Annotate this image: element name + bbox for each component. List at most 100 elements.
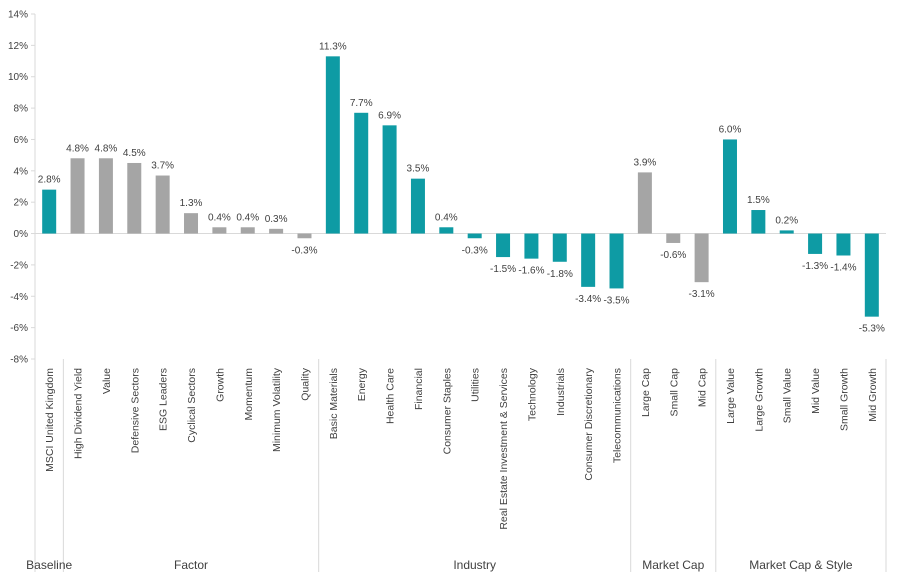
category-label: Small Cap	[668, 368, 680, 417]
data-label: -3.4%	[575, 294, 601, 305]
category-label: Health Care	[385, 368, 397, 424]
y-tick-label: 8%	[14, 104, 29, 115]
y-tick-label: 14%	[8, 10, 28, 21]
category-label: Quality	[299, 367, 311, 400]
data-label: -0.3%	[462, 245, 488, 256]
category-label: Momentum	[243, 368, 255, 421]
category-label: Small Growth	[838, 368, 850, 431]
bars	[42, 56, 879, 317]
category-label: Mid Cap	[697, 368, 709, 407]
data-label: 4.8%	[66, 143, 89, 154]
bar	[694, 233, 709, 283]
data-label: 6.9%	[378, 110, 401, 121]
bar	[496, 233, 511, 258]
group-labels: Baseline Factor Industry Market Cap Market C…	[26, 558, 853, 572]
category-label: Value	[101, 368, 113, 394]
bar	[439, 227, 454, 234]
bar	[751, 210, 766, 234]
category-label: Growth	[214, 368, 226, 402]
data-label: 4.8%	[95, 143, 118, 154]
category-label: High Dividend Yield	[73, 368, 85, 459]
data-label: -1.3%	[802, 261, 828, 272]
bar	[269, 228, 284, 234]
bar	[467, 233, 482, 239]
bar	[836, 233, 851, 256]
group-label: Factor	[174, 558, 208, 572]
data-label: 11.3%	[319, 41, 347, 52]
data-label: 3.7%	[151, 161, 174, 172]
category-label: Cyclical Sectors	[186, 368, 198, 443]
data-label: 3.5%	[407, 164, 430, 175]
category-labels: MSCI United Kingdom High Dividend Yield Va…	[44, 367, 879, 529]
y-tick-label: -4%	[10, 292, 28, 303]
group-label: Market Cap & Style	[749, 558, 853, 572]
category-label: ESG Leaders	[158, 368, 170, 431]
bar	[552, 233, 567, 262]
data-label: 4.5%	[123, 148, 146, 159]
bar	[864, 233, 879, 317]
category-label: Telecommunications	[612, 368, 624, 463]
y-tick-label: -8%	[10, 355, 28, 366]
bar	[581, 233, 596, 287]
category-label: Technology	[526, 367, 538, 421]
category-label: MSCI United Kingdom	[44, 368, 56, 472]
data-label: -0.6%	[660, 250, 686, 261]
category-label: Consumer Discretionary	[583, 367, 595, 480]
category-label: Consumer Staples	[441, 368, 453, 454]
y-tick-label: -2%	[10, 260, 28, 271]
y-tick-label: 4%	[14, 166, 29, 177]
category-label: Large Value	[725, 368, 737, 424]
category-label: Financial	[413, 368, 425, 410]
data-label: -1.8%	[547, 269, 573, 280]
group-label: Baseline	[26, 558, 72, 572]
data-label: -1.6%	[518, 266, 544, 277]
category-label: Large Cap	[640, 368, 652, 417]
category-label: Real Estate Investment & Services	[498, 368, 510, 530]
data-label: 0.4%	[208, 212, 231, 223]
data-label: -5.3%	[859, 324, 885, 335]
category-label: Small Value	[782, 368, 794, 423]
data-label: 0.3%	[265, 214, 288, 225]
category-label: Defensive Sectors	[129, 368, 141, 453]
category-label: Basic Materials	[328, 368, 340, 439]
data-label: -1.5%	[490, 264, 516, 275]
bar	[410, 178, 425, 234]
bar	[722, 139, 737, 234]
bar	[666, 233, 681, 243]
bar	[70, 158, 85, 234]
group-label: Industry	[453, 558, 496, 572]
data-label: 1.5%	[747, 195, 770, 206]
bar	[98, 158, 113, 234]
bar	[42, 189, 57, 234]
y-tick-label: 12%	[8, 41, 28, 52]
category-label: Industrials	[555, 368, 567, 416]
y-tick-label: 10%	[8, 72, 28, 83]
data-label: 0.4%	[435, 212, 458, 223]
category-label: Energy	[356, 367, 368, 401]
bar	[325, 56, 340, 234]
y-tick-label: 2%	[14, 198, 29, 209]
data-label: -3.1%	[689, 289, 715, 300]
data-label: -0.3%	[291, 245, 317, 256]
data-label: 6.0%	[719, 124, 742, 135]
category-label: Minimum Volatility	[271, 367, 283, 452]
data-label: 7.7%	[350, 98, 373, 109]
data-label: 2.8%	[38, 175, 61, 186]
group-label: Market Cap	[642, 558, 704, 572]
data-labels: 2.8% 4.8% 4.8% 4.5% 3.7% 1.3% 0.4% 0.4% 0.3% -0.3…	[38, 41, 885, 334]
category-label: Mid Growth	[867, 368, 879, 422]
category-label: Mid Value	[810, 368, 822, 414]
category-label: Large Growth	[753, 368, 765, 432]
bar	[212, 227, 227, 234]
data-label: -1.4%	[830, 263, 856, 274]
chart-axes	[34, 14, 887, 572]
bar	[240, 227, 255, 234]
data-label: 3.9%	[633, 157, 656, 168]
bar	[808, 233, 823, 254]
data-label: -3.5%	[603, 295, 629, 306]
bar	[354, 112, 369, 234]
bar	[184, 213, 199, 234]
bar	[609, 233, 624, 289]
data-label: 1.3%	[180, 198, 203, 209]
bar	[382, 125, 397, 234]
